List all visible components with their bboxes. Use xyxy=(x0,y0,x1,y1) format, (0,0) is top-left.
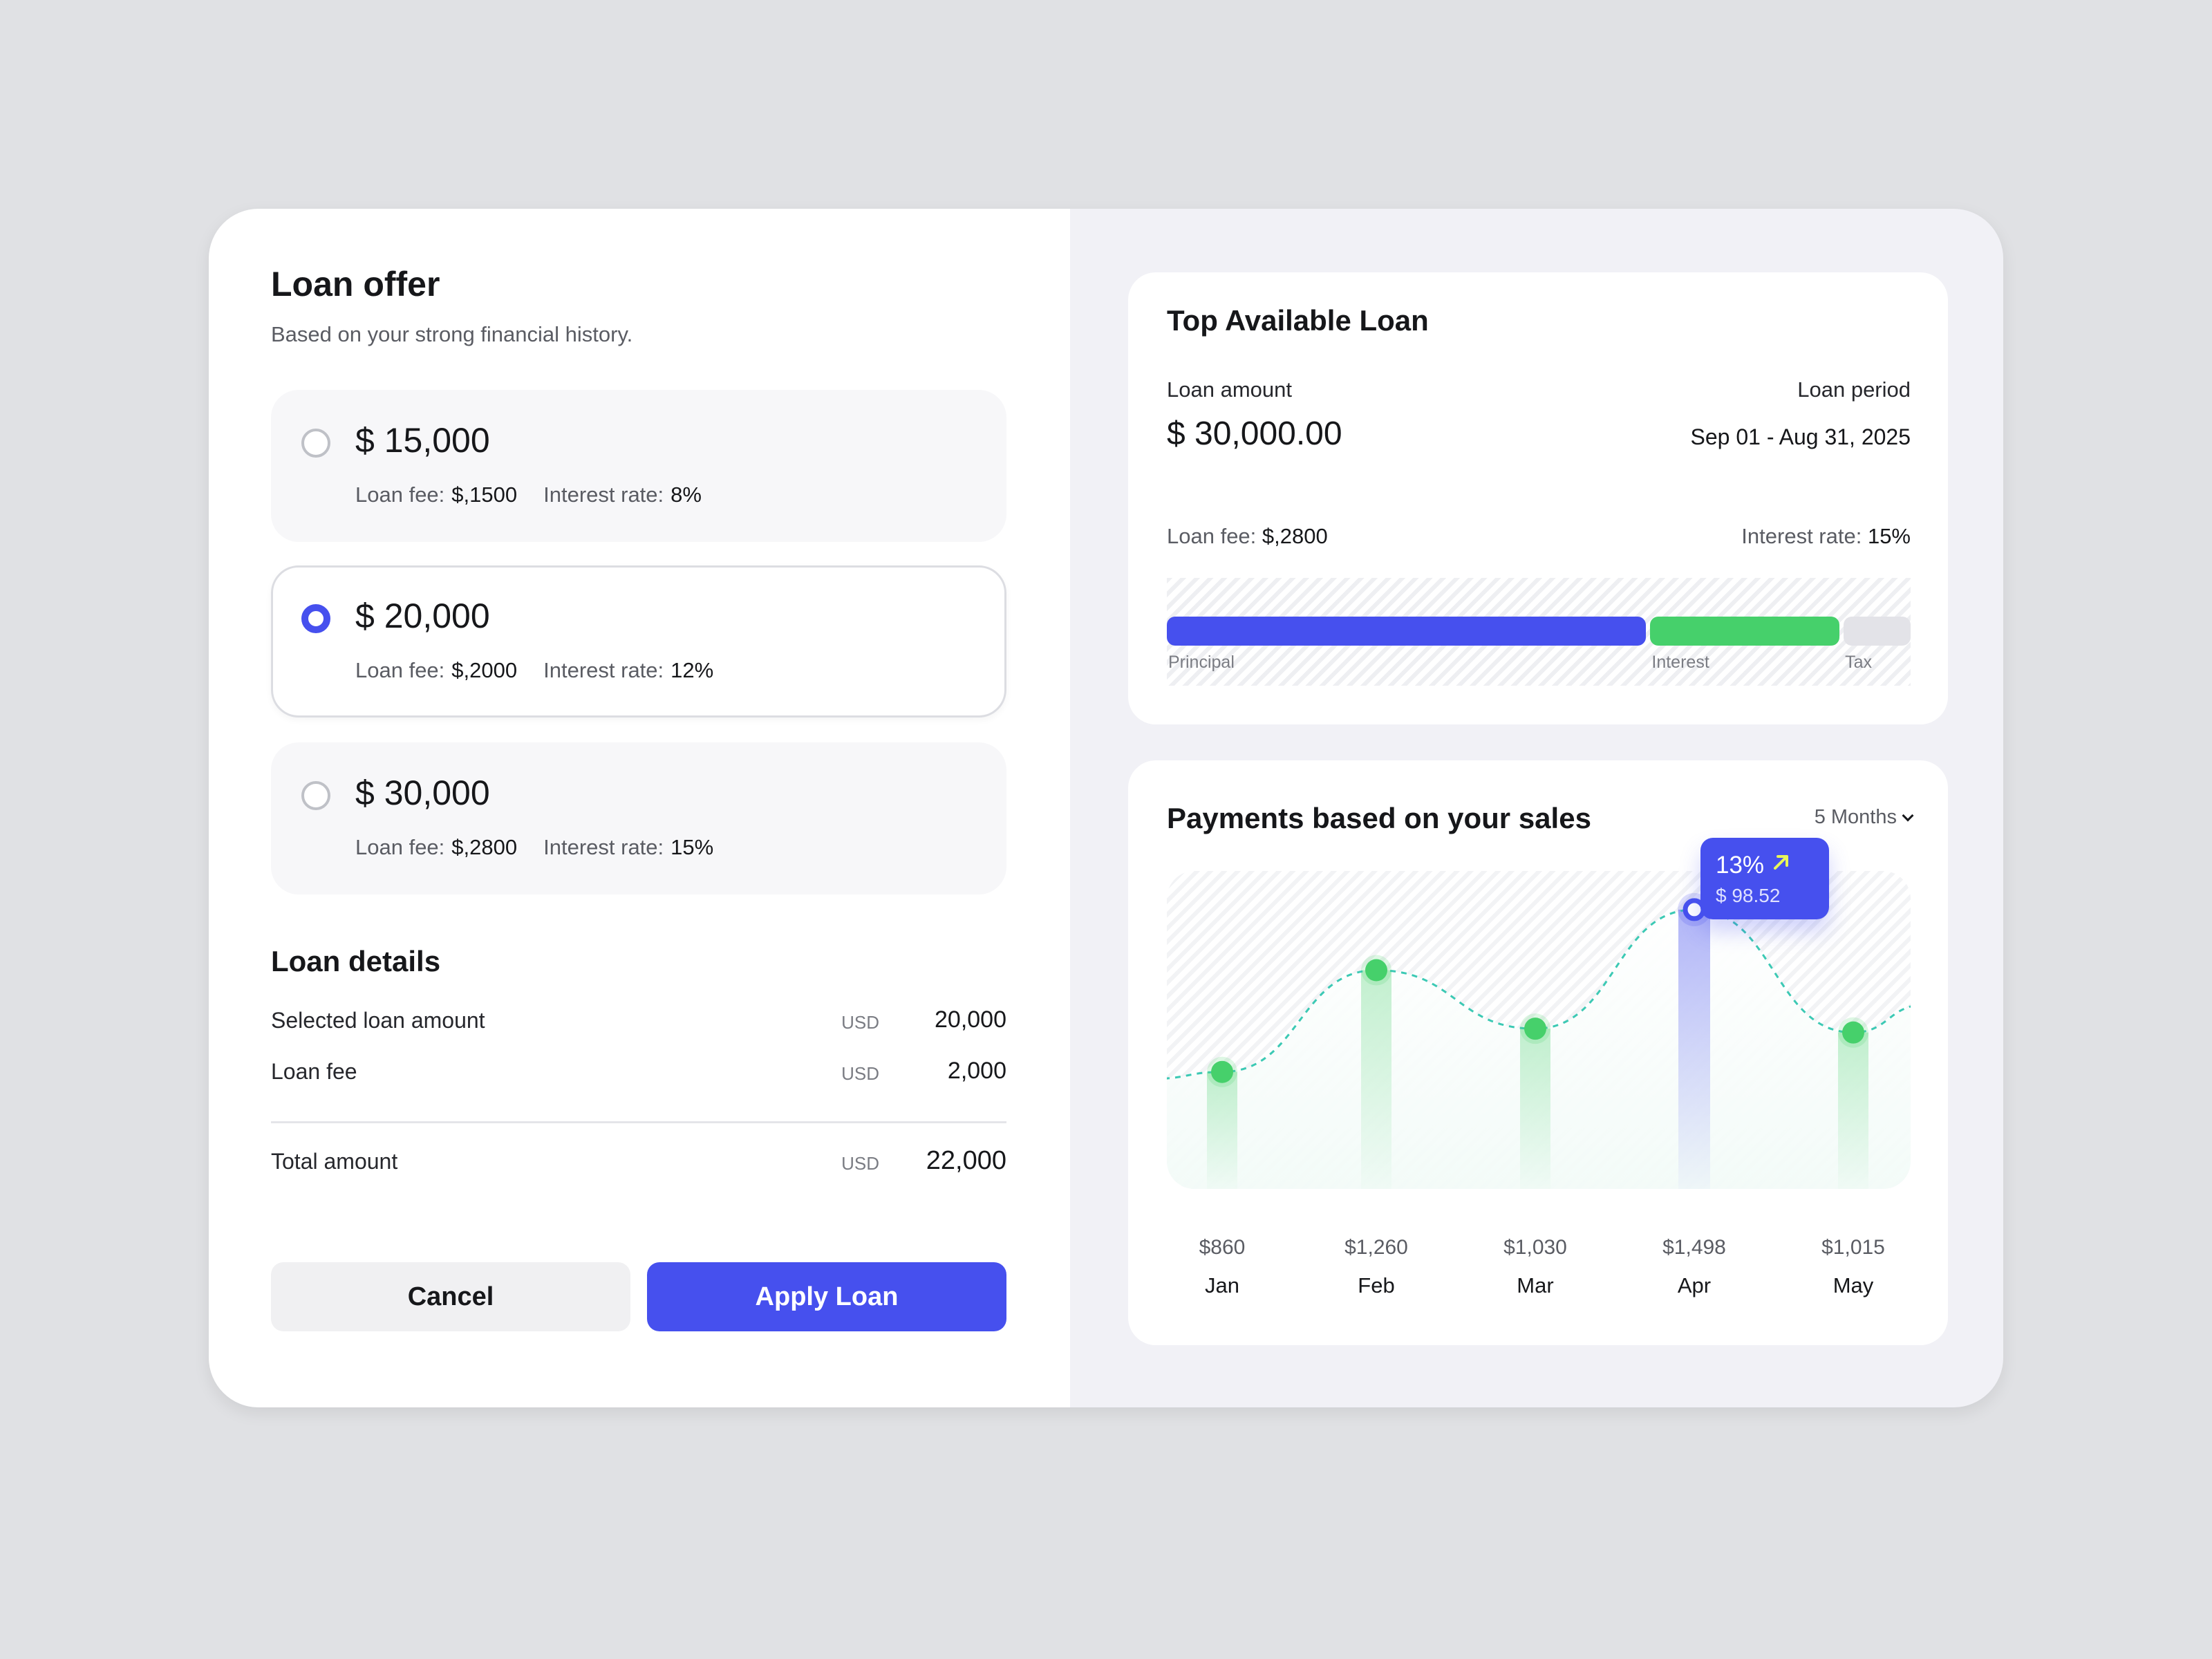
loan-card: Loan offer Based on your strong financia… xyxy=(209,209,2003,1407)
divider xyxy=(271,1121,1006,1123)
x-category-label: Apr xyxy=(1677,1273,1712,1297)
option-amount: $ 20,000 xyxy=(355,597,490,635)
detail-value: 2,000 xyxy=(947,1058,1006,1084)
loan-breakdown-bar: Principal Interest Tax xyxy=(1167,578,1911,686)
chart-point-jan[interactable] xyxy=(1211,1060,1233,1083)
breakdown-label-principal: Principal xyxy=(1168,653,1235,672)
detail-label: Selected loan amount xyxy=(271,1008,485,1033)
loan-period-label: Loan period xyxy=(1797,377,1911,402)
option-meta: Loan fee: $,2800 Interest rate: 15% xyxy=(355,835,713,860)
radio-button[interactable] xyxy=(301,429,330,458)
payments-card: Payments based on your sales 5 Months 13… xyxy=(1128,760,1948,1345)
fee-value: $,2800 xyxy=(1262,524,1328,548)
rate-label: Interest rate: xyxy=(543,482,664,507)
x-value-label: $860 xyxy=(1199,1236,1246,1259)
rate-label: Interest rate: xyxy=(1741,524,1862,548)
payments-title: Payments based on your sales xyxy=(1167,802,1591,834)
chart-tooltip: 13% $ 98.52 xyxy=(1700,838,1829,919)
page-title: Loan offer xyxy=(271,265,440,303)
months-dropdown-label: 5 Months xyxy=(1814,806,1897,828)
detail-row-total: Total amount USD 22,000 xyxy=(271,1145,1006,1179)
fee-value: $,2800 xyxy=(451,835,518,859)
fee-label: Loan fee: xyxy=(355,835,445,859)
fee-value: $,2000 xyxy=(451,658,518,682)
right-panel: Top Available Loan Loan amount $ 30,000.… xyxy=(1070,209,2003,1407)
fee-label: Loan fee: xyxy=(355,482,445,507)
payments-chart xyxy=(1167,892,1911,1189)
breakdown-label-tax: Tax xyxy=(1845,653,1873,672)
chart-bar-apr xyxy=(1678,909,1710,1189)
top-available-loan-card: Top Available Loan Loan amount $ 30,000.… xyxy=(1128,272,1948,724)
total-currency: USD xyxy=(841,1153,879,1174)
fee-label: Loan fee: xyxy=(355,658,445,682)
months-dropdown[interactable]: 5 Months xyxy=(1814,806,1914,829)
loan-amount-value: $ 30,000.00 xyxy=(1167,415,1342,452)
top-loan-rate: Interest rate: 15% xyxy=(1741,524,1911,549)
breakdown-label-interest: Interest xyxy=(1651,653,1709,672)
loan-amount-label: Loan amount xyxy=(1167,377,1292,402)
detail-row-loan-fee: Loan fee USD 2,000 xyxy=(271,1055,1006,1089)
x-category-label: May xyxy=(1833,1273,1874,1297)
x-category-label: Jan xyxy=(1205,1273,1239,1297)
detail-value: 20,000 xyxy=(935,1006,1006,1033)
chart-area xyxy=(1167,871,1911,1189)
chart-bar-feb xyxy=(1361,970,1391,1189)
option-amount: $ 30,000 xyxy=(355,774,490,812)
rate-value: 8% xyxy=(671,482,702,507)
rate-value: 12% xyxy=(671,658,714,682)
fee-value: $,1500 xyxy=(451,482,518,507)
x-value-label: $1,015 xyxy=(1821,1236,1885,1259)
chart-point-may[interactable] xyxy=(1842,1021,1864,1044)
rate-label: Interest rate: xyxy=(543,658,664,682)
chart-bar-may xyxy=(1838,1032,1868,1189)
x-value-label: $1,030 xyxy=(1503,1236,1567,1259)
top-loan-fee: Loan fee: $,2800 xyxy=(1167,524,1328,549)
total-label: Total amount xyxy=(271,1149,398,1174)
rate-value: 15% xyxy=(1867,524,1911,548)
radio-button[interactable] xyxy=(301,781,330,810)
page-subtitle: Based on your strong financial history. xyxy=(271,322,633,346)
rate-label: Interest rate: xyxy=(543,835,664,859)
breakdown-segment-tax xyxy=(1844,617,1911,646)
loan-option-15000[interactable]: $ 15,000 Loan fee: $,1500 Interest rate: 8% xyxy=(271,390,1006,542)
x-value-label: $1,498 xyxy=(1662,1236,1726,1259)
fee-label: Loan fee: xyxy=(1167,524,1257,548)
chart-point-mar[interactable] xyxy=(1524,1018,1546,1040)
arrow-up-right-icon xyxy=(1774,855,1788,870)
loan-details-title: Loan details xyxy=(271,945,441,977)
option-amount: $ 15,000 xyxy=(355,421,490,460)
chart-bar-mar xyxy=(1520,1029,1550,1189)
detail-row-selected-amount: Selected loan amount USD 20,000 xyxy=(271,1004,1006,1038)
cancel-button[interactable]: Cancel xyxy=(271,1262,630,1331)
x-value-label: $1,260 xyxy=(1344,1236,1408,1259)
loan-option-20000[interactable]: $ 20,000 Loan fee: $,2000 Interest rate: 12… xyxy=(271,565,1006,718)
radio-button-selected[interactable] xyxy=(301,604,330,633)
tooltip-percent: 13% xyxy=(1716,852,1765,879)
top-loan-title: Top Available Loan xyxy=(1167,304,1429,337)
apply-loan-button[interactable]: Apply Loan xyxy=(647,1262,1006,1331)
option-meta: Loan fee: $,1500 Interest rate: 8% xyxy=(355,482,702,507)
x-category-label: Feb xyxy=(1358,1273,1395,1297)
total-value: 22,000 xyxy=(926,1146,1006,1175)
chart-bar-jan xyxy=(1207,1071,1237,1189)
loan-option-30000[interactable]: $ 30,000 Loan fee: $,2800 Interest rate: 15… xyxy=(271,742,1006,894)
x-category-label: Mar xyxy=(1517,1273,1554,1297)
breakdown-segment-interest xyxy=(1650,617,1840,646)
tooltip-amount: $ 98.52 xyxy=(1716,885,1781,906)
loan-period-value: Sep 01 - Aug 31, 2025 xyxy=(1690,424,1911,449)
chart-point-feb[interactable] xyxy=(1365,959,1387,982)
detail-currency: USD xyxy=(841,1012,879,1033)
rate-value: 15% xyxy=(671,835,714,859)
chevron-down-icon xyxy=(1902,809,1914,821)
option-meta: Loan fee: $,2000 Interest rate: 12% xyxy=(355,658,713,683)
loan-offer-panel: Loan offer Based on your strong financia… xyxy=(209,209,1070,1407)
breakdown-segment-principal xyxy=(1167,617,1647,646)
detail-label: Loan fee xyxy=(271,1059,357,1084)
detail-currency: USD xyxy=(841,1063,879,1084)
